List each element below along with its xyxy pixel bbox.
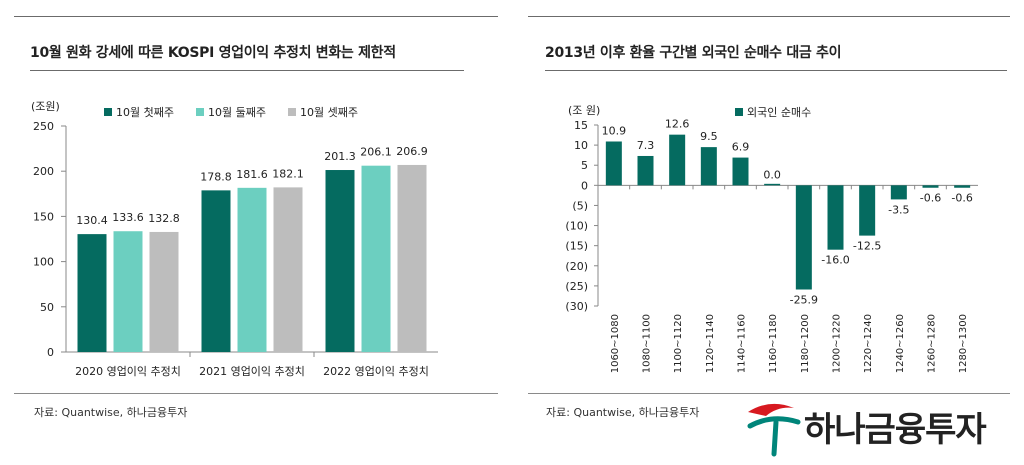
right-x-category-label: 1100~1120 xyxy=(673,314,684,373)
right-x-category-label: 1060~1080 xyxy=(610,314,621,373)
left-bar xyxy=(397,164,427,352)
right-y-tick-label: (15) xyxy=(565,240,588,253)
right-bar-chart: (조 원) 15 10 5 0 (5) (10) (15) (20) (25) (30) 10.9 10… xyxy=(565,104,978,373)
left-title-rule xyxy=(30,70,464,71)
right-data-label: 10.9 xyxy=(602,124,627,137)
left-legend-label: 10월 셋째주 xyxy=(300,106,358,119)
right-bar xyxy=(859,185,876,236)
left-x-category-label: 2020 영업이익 추정치 xyxy=(75,365,181,378)
left-bar xyxy=(361,165,391,352)
right-data-label: 6.9 xyxy=(732,141,750,154)
right-y-tick-label: (20) xyxy=(565,260,588,273)
right-bar xyxy=(827,185,844,250)
left-x-category-label: 2021 영업이익 추정치 xyxy=(199,365,305,378)
left-data-label: 178.8 xyxy=(200,170,232,183)
left-y-tick-label: 200 xyxy=(33,165,54,178)
left-legend-swatch xyxy=(104,108,112,116)
right-data-label: 0.0 xyxy=(763,168,781,181)
left-data-label: 206.9 xyxy=(396,145,428,158)
right-source-note: 자료: Quantwise, 하나금융투자 xyxy=(546,406,700,419)
right-data-label: 12.6 xyxy=(665,118,690,131)
hana-logo: 하나금융투자 xyxy=(742,396,1022,458)
right-y-tick-label: 15 xyxy=(574,119,588,132)
right-bar xyxy=(954,185,971,188)
left-bar xyxy=(113,231,143,352)
left-legend-swatch xyxy=(288,108,296,116)
right-chart-title: 2013년 이후 환율 구간별 외국인 순매수 대금 추이 xyxy=(545,45,842,61)
left-legend-label: 10월 첫째주 xyxy=(116,106,174,119)
left-bar xyxy=(77,234,107,352)
right-bar xyxy=(732,157,749,186)
right-bar xyxy=(605,141,622,186)
right-y-tick-label: 0 xyxy=(581,179,588,192)
right-bar xyxy=(764,183,781,186)
left-source-note: 자료: Quantwise, 하나금융투자 xyxy=(34,406,188,419)
right-x-category-label: 1260~1280 xyxy=(927,314,938,373)
right-data-label: -25.9 xyxy=(790,294,818,307)
right-bar xyxy=(890,185,907,200)
right-data-label: 7.3 xyxy=(637,139,655,152)
right-x-category-label: 1140~1160 xyxy=(737,314,748,373)
left-y-tick-label: 150 xyxy=(33,210,54,223)
right-data-label: -0.6 xyxy=(920,192,941,205)
left-data-label: 181.6 xyxy=(236,168,268,181)
right-y-tick-label: (5) xyxy=(572,199,588,212)
right-data-label: -12.5 xyxy=(853,240,881,253)
right-y-tick-label: (25) xyxy=(565,280,588,293)
right-y-tick-label: (10) xyxy=(565,220,588,233)
left-bar-chart: (조원) 0 50 100 150 200 250 130.4 133.6 132.8 2020 영… xyxy=(31,100,438,378)
right-x-category-label: 1120~1140 xyxy=(705,314,716,373)
left-y-tick-label: 250 xyxy=(33,120,54,133)
right-x-category-label: 1180~1200 xyxy=(800,314,811,373)
right-data-label: 9.5 xyxy=(700,130,718,143)
hana-logo-icon xyxy=(747,403,801,457)
left-legend-swatch xyxy=(196,108,204,116)
right-y-tick-label: (30) xyxy=(565,300,588,313)
right-bar xyxy=(795,185,812,290)
right-x-category-label: 1220~1240 xyxy=(863,314,874,373)
right-title-rule xyxy=(545,70,1007,71)
left-data-label: 133.6 xyxy=(112,211,144,224)
left-data-label: 130.4 xyxy=(76,214,108,227)
right-unit-label: (조 원) xyxy=(568,104,600,117)
right-x-category-label: 1160~1180 xyxy=(768,314,779,373)
left-bar xyxy=(149,231,179,352)
left-bottom-rule xyxy=(14,393,498,394)
right-y-tick-label: 5 xyxy=(581,159,588,172)
right-bar xyxy=(637,155,654,186)
left-top-rule xyxy=(14,16,498,17)
left-bar xyxy=(201,190,231,352)
left-data-label: 182.1 xyxy=(272,167,304,180)
right-data-label: -16.0 xyxy=(821,254,849,267)
left-unit-label: (조원) xyxy=(31,100,60,113)
right-bar xyxy=(669,134,686,186)
left-legend-label: 10월 둘째주 xyxy=(208,106,266,119)
right-data-label: -0.6 xyxy=(951,192,972,205)
right-x-category-label: 1080~1100 xyxy=(642,314,653,373)
right-bottom-rule xyxy=(528,393,1010,394)
right-bar xyxy=(922,185,939,188)
right-bar xyxy=(700,147,717,186)
right-x-category-label: 1280~1300 xyxy=(958,314,969,373)
left-y-tick-label: 100 xyxy=(33,256,54,269)
left-chart-title: 10월 원화 강세에 따른 KOSPI 영업이익 추정치 변화는 제한적 xyxy=(30,45,396,61)
right-top-rule xyxy=(528,16,1010,17)
right-data-label: -3.5 xyxy=(888,203,909,216)
right-x-category-label: 1240~1260 xyxy=(895,314,906,373)
right-legend-swatch xyxy=(735,108,743,116)
left-bar xyxy=(273,187,303,352)
right-x-category-label: 1200~1220 xyxy=(832,314,843,373)
right-y-tick-label: 10 xyxy=(574,139,588,152)
left-data-label: 201.3 xyxy=(324,150,356,163)
right-legend-label: 외국인 순매수 xyxy=(747,106,811,119)
left-data-label: 132.8 xyxy=(148,212,180,225)
left-data-label: 206.1 xyxy=(360,146,392,159)
left-y-tick-label: 0 xyxy=(47,346,54,359)
left-x-category-label: 2022 영업이익 추정치 xyxy=(323,365,429,378)
left-bar xyxy=(325,170,355,352)
left-bar xyxy=(237,187,267,352)
left-y-tick-label: 50 xyxy=(40,301,54,314)
hana-logo-text: 하나금융투자 xyxy=(804,410,987,450)
